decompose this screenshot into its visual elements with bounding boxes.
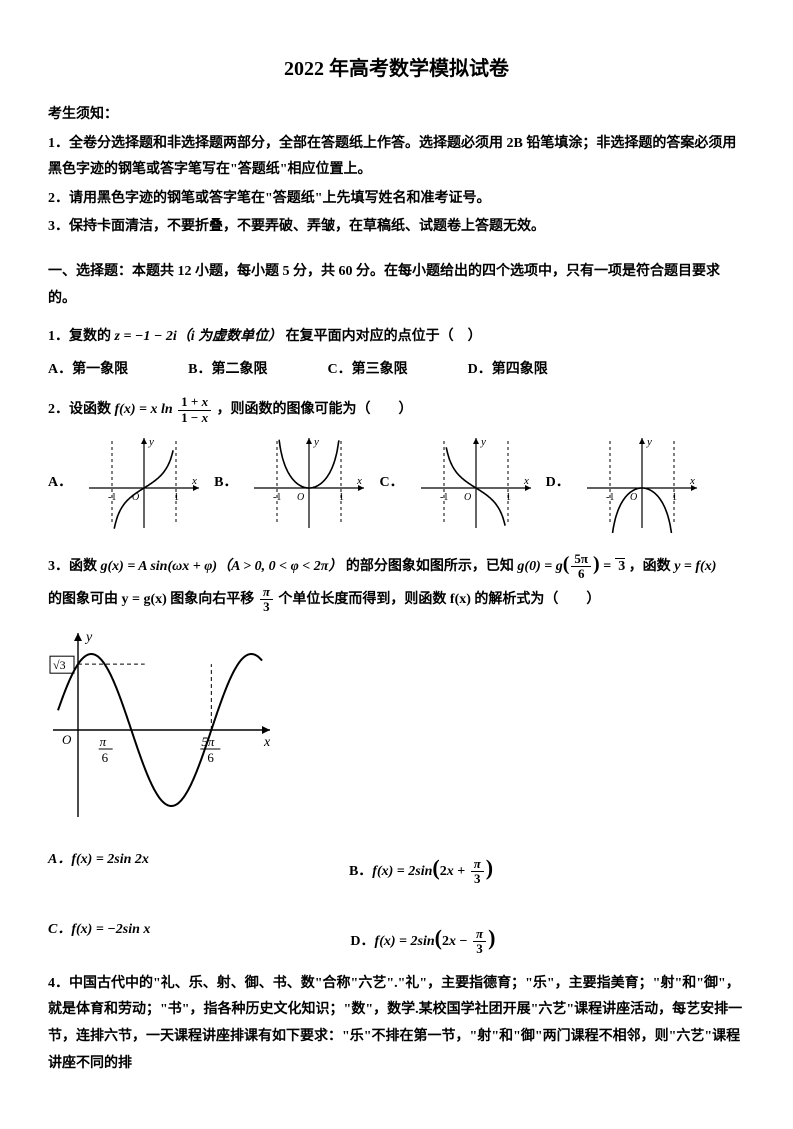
notice-1: 1．全卷分选择题和非选择题两部分，全部在答题纸上作答。选择题必须用 2B 铅笔填…: [48, 131, 745, 184]
svg-text:-1: -1: [108, 492, 116, 503]
q3-opt-c: C．f(x) = −2sin x: [48, 917, 150, 959]
svg-text:6: 6: [102, 750, 109, 765]
q2-graph-a: -11Oxy: [84, 433, 204, 533]
notice-header: 考生须知：: [48, 102, 745, 129]
svg-text:1: 1: [672, 492, 677, 503]
q2-stem-pre: 2．设函数: [48, 402, 115, 417]
notice-2: 2．请用黑色字迹的钢笔或答字笔在"答题纸"上先填写姓名和准考证号。: [48, 186, 745, 213]
q3-line1-post: ，函数 y = f(x): [629, 559, 717, 574]
q1-opt-c: C．第三象限: [327, 357, 407, 384]
q2-label-d: D．: [546, 470, 570, 497]
section-1-header: 一、选择题：本题共 12 小题，每小题 5 分，共 60 分。在每小题给出的四个…: [48, 259, 745, 312]
notice-3: 3．保持卡面清洁，不要折叠，不要弄破、弄皱，在草稿纸、试题卷上答题无效。: [48, 214, 745, 241]
q1-stem-pre: 1．复数的: [48, 329, 115, 344]
svg-text:O: O: [630, 492, 637, 503]
q3-sine-graph: Oxy√3π65π6: [48, 625, 278, 825]
svg-text:y: y: [148, 436, 154, 448]
q3-opt-b: B．f(x) = 2sin(2x + π3): [349, 847, 493, 889]
svg-text:x: x: [689, 475, 695, 487]
q2-label-c: C．: [379, 470, 403, 497]
q2-graph-c: -1 1 Ox y: [416, 433, 536, 533]
question-3: 3．函数 g(x) = A sin(ωx + φ)（A > 0, 0 < φ <…: [48, 545, 745, 959]
svg-text:1: 1: [174, 492, 179, 503]
question-1: 1．复数的 z = −1 − 2i（i 为虚数单位） 在复平面内对应的点位于（ …: [48, 324, 745, 383]
q1-formula: z = −1 − 2i（i 为虚数单位）: [115, 329, 283, 344]
q3-line2-pre: 的图象可由 y = g(x) 图象向右平移: [48, 592, 258, 607]
q3-opt-a: A．f(x) = 2sin 2x: [48, 847, 149, 889]
q4-text: 4．中国古代中的"礼、乐、射、御、书、数"合称"六艺"."礼"，主要指德育；"乐…: [48, 971, 745, 1077]
q1-opt-a: A．第一象限: [48, 357, 128, 384]
q2-label-a: A．: [48, 470, 72, 497]
svg-text:-1: -1: [606, 492, 614, 503]
question-4: 4．中国古代中的"礼、乐、射、御、书、数"合称"六艺"."礼"，主要指德育；"乐…: [48, 971, 745, 1077]
svg-text:y: y: [313, 436, 319, 448]
svg-text:O: O: [297, 492, 304, 503]
svg-text:-1: -1: [273, 492, 281, 503]
q3-line1-pre: 3．函数: [48, 559, 101, 574]
q3-line1-mid: 的部分图象如图所示，已知: [346, 559, 518, 574]
question-2: 2．设函数 f(x) = x ln 1 + x1 − x ，则函数的图像可能为（…: [48, 395, 745, 533]
svg-text:O: O: [464, 492, 471, 503]
svg-text:6: 6: [207, 750, 214, 765]
q2-label-b: B．: [214, 470, 237, 497]
svg-text:1: 1: [339, 492, 344, 503]
svg-text:-1: -1: [440, 492, 448, 503]
svg-text:1: 1: [506, 492, 511, 503]
q2-stem-post: ，则函数的图像可能为（ ）: [217, 402, 413, 417]
svg-text:x: x: [191, 475, 197, 487]
svg-text:y: y: [480, 436, 486, 448]
svg-text:y: y: [646, 436, 652, 448]
svg-text:π: π: [100, 734, 107, 749]
svg-text:x: x: [356, 475, 362, 487]
q2-graph-b: -1 1 Ox y: [249, 433, 369, 533]
svg-text:x: x: [263, 735, 271, 750]
q1-opt-d: D．第四象限: [468, 357, 548, 384]
svg-text:y: y: [84, 630, 93, 645]
q1-opt-b: B．第二象限: [188, 357, 267, 384]
q3-opt-d: D．f(x) = 2sin(2x − π3): [350, 917, 495, 959]
svg-text:O: O: [62, 732, 72, 747]
q3-line2-post: 个单位长度而得到，则函数 f(x) 的解析式为（ ）: [278, 592, 600, 607]
q2-graph-d: -1 1 Ox y: [582, 433, 702, 533]
page-title: 2022 年高考数学模拟试卷: [48, 50, 745, 88]
svg-text:√3: √3: [53, 658, 66, 672]
q1-stem-post: 在复平面内对应的点位于（ ）: [286, 329, 482, 344]
q2-graphs: A． -1 1 Ox y B． -1 1 Ox y C． -1 1 Ox y D． -1 1 Ox y: [48, 433, 745, 533]
svg-text:x: x: [523, 475, 529, 487]
